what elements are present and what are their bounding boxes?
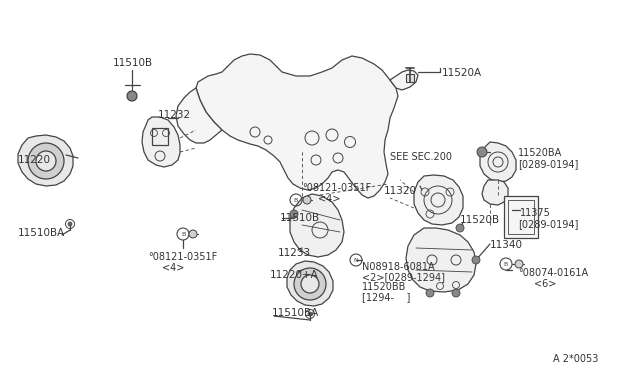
- Text: [0289-0194]: [0289-0194]: [518, 219, 579, 229]
- Polygon shape: [414, 175, 463, 225]
- Circle shape: [308, 312, 312, 316]
- Circle shape: [127, 91, 137, 101]
- Text: °08121-0351F: °08121-0351F: [302, 183, 371, 193]
- Text: <6>: <6>: [534, 279, 556, 289]
- Text: °08121-0351F: °08121-0351F: [148, 252, 217, 262]
- Text: 11520BB: 11520BB: [362, 282, 406, 292]
- Text: A 2*0053: A 2*0053: [552, 354, 598, 364]
- Text: [0289-0194]: [0289-0194]: [518, 159, 579, 169]
- Circle shape: [303, 196, 311, 204]
- Text: 11340: 11340: [490, 240, 523, 250]
- Text: 11520A: 11520A: [442, 68, 482, 78]
- Text: 11520BA: 11520BA: [518, 148, 563, 158]
- Circle shape: [456, 224, 464, 232]
- Text: 11233: 11233: [278, 248, 311, 258]
- Polygon shape: [176, 88, 222, 143]
- Polygon shape: [196, 54, 398, 198]
- Text: 11320: 11320: [384, 186, 417, 196]
- Circle shape: [189, 230, 197, 238]
- Circle shape: [301, 275, 319, 293]
- Text: N: N: [354, 257, 358, 263]
- FancyBboxPatch shape: [406, 74, 414, 82]
- Polygon shape: [482, 180, 508, 205]
- Circle shape: [452, 289, 460, 297]
- Text: <2>[0289-1294]: <2>[0289-1294]: [362, 272, 445, 282]
- Text: 11220: 11220: [18, 155, 51, 165]
- Circle shape: [290, 210, 298, 218]
- Text: <4>: <4>: [318, 194, 340, 204]
- Polygon shape: [18, 135, 73, 186]
- Text: °08074-0161A: °08074-0161A: [518, 268, 588, 278]
- Circle shape: [472, 256, 480, 264]
- Text: B: B: [181, 231, 185, 237]
- Text: 11232: 11232: [158, 110, 191, 120]
- Circle shape: [36, 151, 56, 171]
- Text: 11510B: 11510B: [113, 58, 153, 68]
- Text: 11520B: 11520B: [460, 215, 500, 225]
- Text: [1294-    ]: [1294- ]: [362, 292, 410, 302]
- Text: B: B: [294, 198, 298, 202]
- Polygon shape: [390, 70, 418, 90]
- Text: <4>: <4>: [162, 263, 184, 273]
- Circle shape: [294, 268, 326, 300]
- Circle shape: [28, 143, 64, 179]
- Circle shape: [515, 260, 523, 268]
- Text: 11220+A: 11220+A: [270, 270, 319, 280]
- Text: N08918-6081A: N08918-6081A: [362, 262, 435, 272]
- Circle shape: [477, 147, 487, 157]
- Polygon shape: [480, 142, 516, 182]
- Text: SEE SEC.200: SEE SEC.200: [390, 152, 452, 162]
- FancyBboxPatch shape: [504, 196, 538, 238]
- Circle shape: [426, 289, 434, 297]
- Polygon shape: [290, 194, 344, 257]
- Circle shape: [68, 222, 72, 226]
- Text: 11375: 11375: [520, 208, 551, 218]
- Polygon shape: [406, 228, 476, 292]
- Text: 11510BA: 11510BA: [18, 228, 65, 238]
- Text: B: B: [504, 262, 508, 266]
- Text: 11510BA: 11510BA: [272, 308, 319, 318]
- Text: 11510B: 11510B: [280, 213, 320, 223]
- Polygon shape: [142, 117, 180, 167]
- Polygon shape: [287, 261, 333, 306]
